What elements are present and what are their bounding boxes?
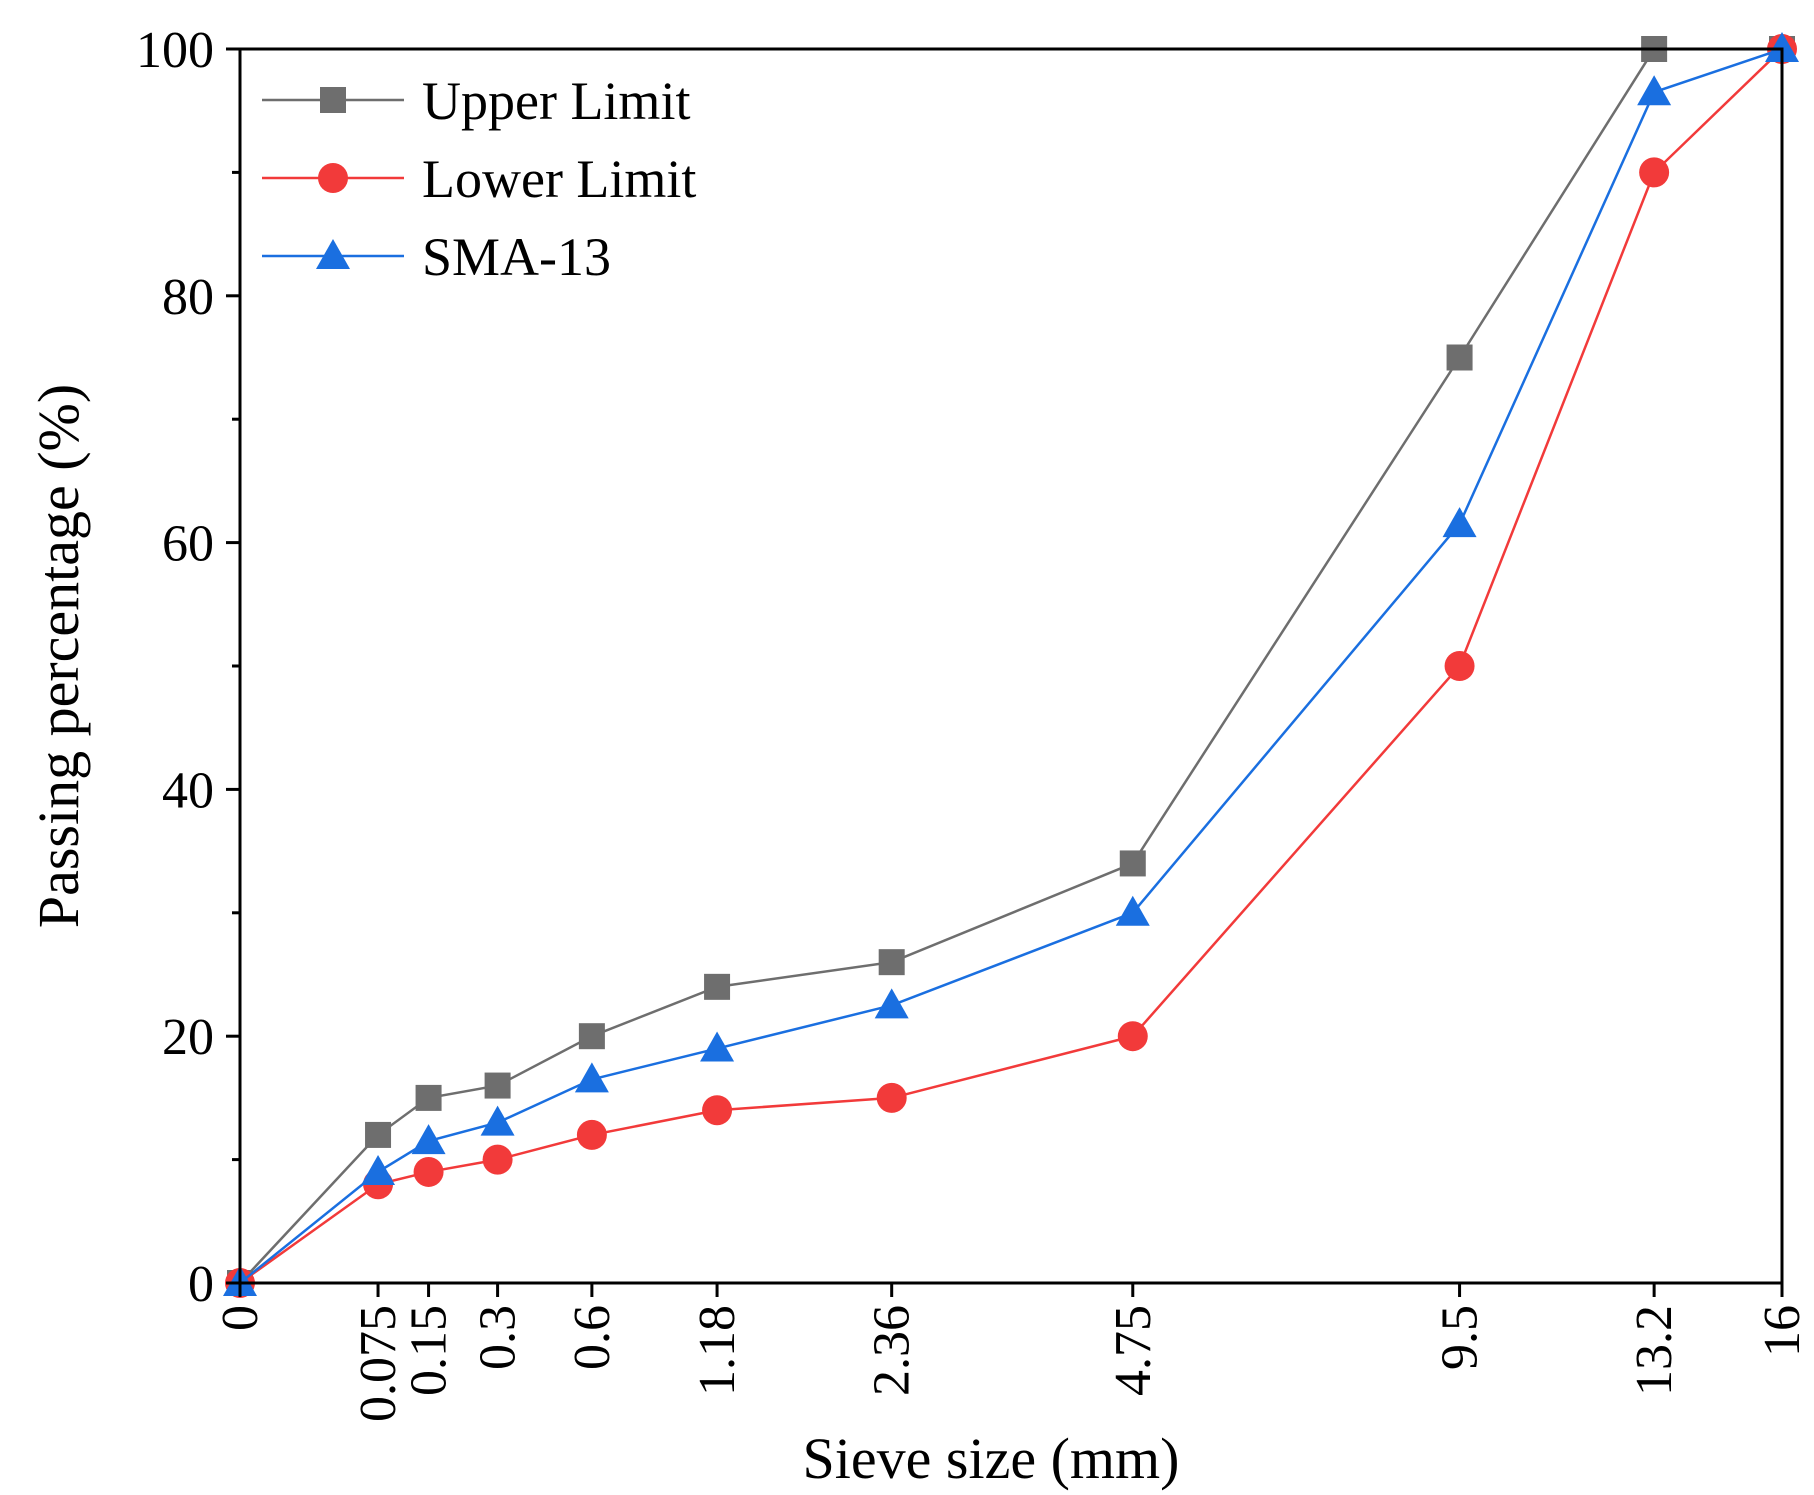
data-point-upper-limit [415, 1084, 442, 1111]
legend-label-upper-limit: Upper Limit [422, 71, 690, 131]
data-point-sma-13 [700, 1031, 735, 1062]
x-tick-label-9.5: 9.5 [1432, 1305, 1489, 1370]
legend-item-upper-limit: Upper Limit [262, 71, 690, 131]
series-upper-limit [227, 36, 1795, 1296]
data-point-lower-limit [702, 1095, 733, 1126]
y-tick-label-0: 0 [188, 1256, 214, 1313]
x-tick-label-1.18: 1.18 [689, 1305, 746, 1396]
x-tick-label-0.6: 0.6 [564, 1305, 621, 1370]
y-tick-label-20: 20 [162, 1009, 214, 1066]
y-tick-label-80: 80 [162, 269, 214, 326]
data-point-sma-13 [574, 1062, 609, 1093]
data-point-upper-limit [484, 1072, 511, 1099]
data-point-sma-13 [1637, 75, 1672, 106]
x-tick-label-0.075: 0.075 [350, 1305, 407, 1422]
data-point-upper-limit [365, 1121, 392, 1148]
data-point-lower-limit [1444, 651, 1475, 681]
legend-marker-lower-limit [318, 163, 348, 193]
data-point-sma-13 [480, 1105, 515, 1136]
data-point-sma-13 [1442, 507, 1477, 538]
x-tick-label-2.36: 2.36 [864, 1305, 921, 1396]
data-point-upper-limit [578, 1023, 605, 1050]
y-axis-title: Passing percentage (%) [26, 384, 91, 928]
legend-label-lower-limit: Lower Limit [422, 149, 696, 209]
data-point-upper-limit [1119, 850, 1146, 877]
data-point-upper-limit [878, 949, 905, 976]
y-tick-label-40: 40 [162, 762, 214, 819]
x-tick-label-13.2: 13.2 [1626, 1305, 1683, 1396]
x-axis-title: Sieve size (mm) [803, 1426, 1180, 1491]
x-tick-label-4.75: 4.75 [1105, 1305, 1162, 1396]
legend-marker-sma-13 [316, 239, 350, 269]
data-point-upper-limit [1446, 344, 1473, 371]
data-point-sma-13 [361, 1154, 396, 1185]
data-point-sma-13 [411, 1124, 446, 1155]
series-sma-13 [223, 32, 1799, 1296]
x-tick-label-16: 16 [1754, 1305, 1811, 1357]
legend-item-sma-13: SMA-13 [262, 227, 611, 287]
y-tick-label-60: 60 [162, 516, 214, 573]
series-lower-limit [225, 34, 1797, 1298]
data-point-sma-13 [874, 988, 909, 1019]
data-point-lower-limit [482, 1144, 513, 1175]
data-point-lower-limit [876, 1082, 907, 1113]
y-tick-label-100: 100 [136, 22, 214, 79]
data-point-sma-13 [1765, 32, 1799, 62]
legend-label-sma-13: SMA-13 [422, 227, 611, 287]
x-tick-label-0.15: 0.15 [401, 1305, 458, 1396]
data-point-lower-limit [1639, 157, 1670, 188]
x-tick-label-0.3: 0.3 [470, 1305, 527, 1370]
x-tick-label-0: 0 [212, 1305, 269, 1331]
data-point-lower-limit [413, 1156, 444, 1187]
legend-item-lower-limit: Lower Limit [262, 149, 696, 209]
data-point-sma-13 [1115, 895, 1150, 926]
data-point-lower-limit [576, 1119, 607, 1150]
legend-marker-upper-limit [320, 87, 346, 113]
data-point-upper-limit [704, 973, 731, 1000]
data-point-lower-limit [1117, 1021, 1148, 1052]
